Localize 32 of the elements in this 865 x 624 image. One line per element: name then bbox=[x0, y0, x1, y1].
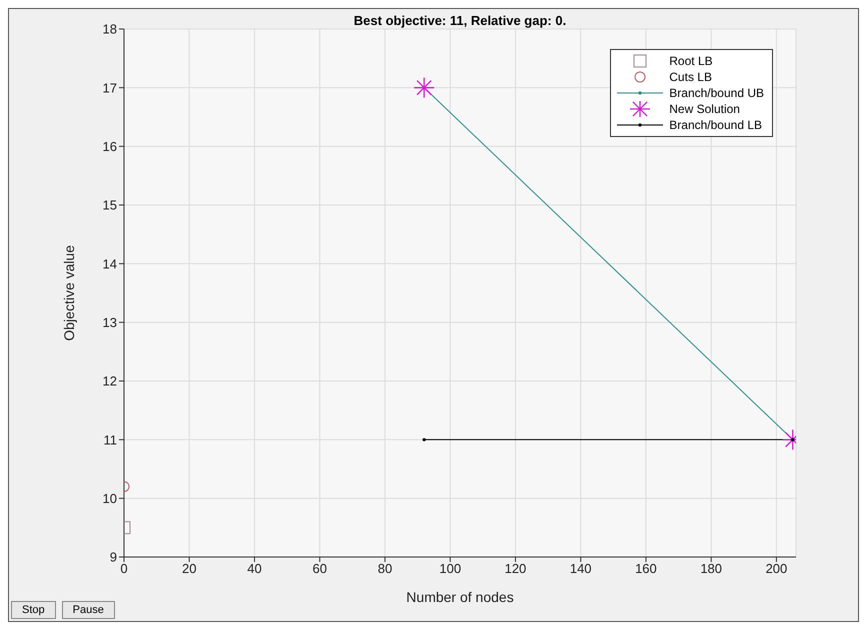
y-tick-label: 13 bbox=[102, 314, 117, 330]
y-tick-label: 11 bbox=[104, 432, 117, 448]
x-tick-label: 80 bbox=[378, 561, 392, 576]
y-tick-label: 16 bbox=[102, 138, 117, 154]
y-tick-label: 9 bbox=[110, 550, 117, 565]
x-tick-label: 100 bbox=[439, 561, 462, 576]
x-tick-label: 60 bbox=[312, 561, 327, 576]
button: Stop bbox=[11, 601, 56, 619]
y-tick-label: 18 bbox=[102, 22, 117, 37]
legend-label: New Solution bbox=[669, 102, 740, 116]
x-axis-title: Number of nodes bbox=[406, 589, 514, 605]
button: Pause bbox=[62, 601, 115, 619]
legend-label: Root LB bbox=[669, 54, 713, 68]
y-axis-title: Objective value bbox=[60, 244, 77, 341]
y-tick-label: 14 bbox=[102, 256, 117, 272]
y-tick-label: 17 bbox=[102, 80, 117, 96]
point bbox=[422, 438, 426, 442]
x-tick-label: 200 bbox=[766, 561, 788, 576]
x-tick-label: 120 bbox=[504, 561, 526, 576]
legend-label: Cuts LB bbox=[669, 70, 712, 84]
x-tick-label: 40 bbox=[247, 561, 262, 576]
x-tick-label: 160 bbox=[635, 561, 657, 576]
x-tick-label: 140 bbox=[570, 561, 592, 576]
legend-label: Branch/bound LB bbox=[669, 118, 762, 132]
x-tick-label: 180 bbox=[700, 561, 722, 576]
y-tick-label: 10 bbox=[102, 490, 117, 506]
y-tick-label: 12 bbox=[102, 374, 117, 389]
x-tick-label: 20 bbox=[182, 561, 196, 576]
x-tick-label: 0 bbox=[120, 561, 128, 576]
chart-title: Best objective: 11, Relative gap: 0. bbox=[352, 13, 568, 28]
y-tick-label: 15 bbox=[102, 198, 117, 213]
legend-label: Branch/bound UB bbox=[669, 86, 764, 100]
